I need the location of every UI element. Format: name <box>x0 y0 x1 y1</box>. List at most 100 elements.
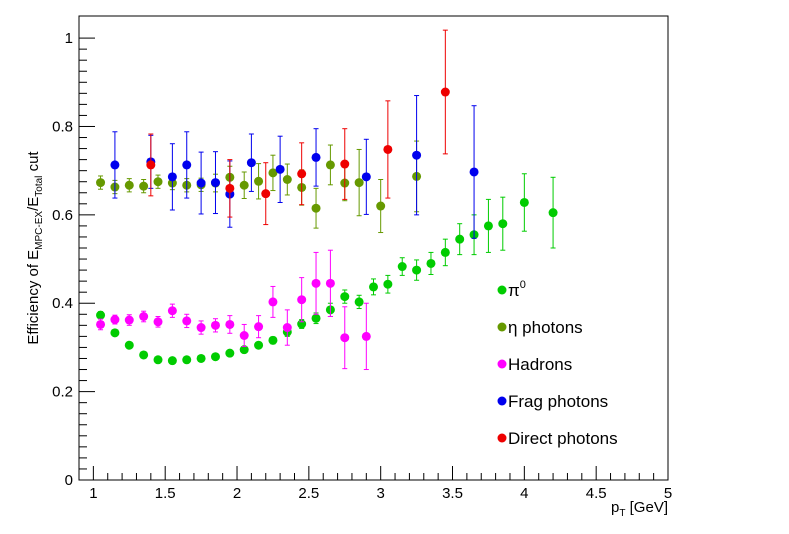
x-axis-title: pT [GeV] <box>611 499 668 519</box>
y-tick-label: 0 <box>65 472 73 489</box>
data-point <box>196 353 206 363</box>
series-hadrons <box>96 249 371 371</box>
data-point <box>153 355 163 365</box>
y-tick-label: 1 <box>65 30 73 47</box>
data-point <box>261 189 271 199</box>
data-point <box>182 160 192 170</box>
data-point <box>268 168 278 178</box>
data-point <box>196 323 206 333</box>
data-point <box>254 322 264 332</box>
data-point <box>225 319 235 329</box>
data-point <box>110 328 120 338</box>
legend-marker <box>497 322 507 332</box>
data-point <box>210 352 220 362</box>
data-point <box>225 183 235 193</box>
data-point <box>498 219 508 229</box>
data-point <box>167 306 177 316</box>
data-point <box>383 279 393 289</box>
data-point <box>412 265 422 275</box>
data-point <box>225 348 235 358</box>
data-point <box>153 317 163 327</box>
y-tick-label: 0.8 <box>52 118 73 135</box>
data-point <box>483 221 493 231</box>
data-series <box>96 29 558 371</box>
data-point <box>369 282 378 292</box>
data-point <box>96 319 106 329</box>
x-tick-label: 1 <box>89 485 97 502</box>
data-point <box>124 315 134 325</box>
data-point <box>311 313 321 323</box>
legend-marker <box>497 359 507 369</box>
data-point <box>268 297 278 307</box>
x-tick-label: 4 <box>520 485 528 502</box>
data-point <box>282 323 292 333</box>
data-point <box>167 172 177 182</box>
data-point <box>268 335 278 345</box>
data-point <box>548 208 558 218</box>
legend-marker <box>497 285 507 295</box>
data-point <box>440 247 450 257</box>
data-point <box>297 169 307 179</box>
data-point <box>440 87 450 97</box>
data-point <box>325 278 335 288</box>
data-point <box>96 310 106 320</box>
data-point <box>146 160 156 170</box>
legend-label: Frag photons <box>508 392 608 411</box>
data-point <box>397 262 407 272</box>
legend-marker <box>497 396 507 406</box>
data-point <box>196 178 206 188</box>
data-point <box>182 355 192 365</box>
data-point <box>139 350 149 360</box>
series--photons <box>96 140 422 234</box>
data-point <box>239 345 249 355</box>
x-tick-label: 4.5 <box>586 485 607 502</box>
y-tick-label: 0.6 <box>52 207 73 224</box>
series-direct-photons <box>146 29 450 226</box>
series-frag-photons <box>110 95 479 239</box>
data-point <box>311 152 321 162</box>
data-point <box>383 144 393 154</box>
data-point <box>340 159 350 169</box>
data-point <box>426 258 436 268</box>
x-tick-label: 3.5 <box>442 485 463 502</box>
data-point <box>167 356 177 366</box>
data-point <box>110 315 120 325</box>
data-point <box>124 340 134 350</box>
data-point <box>354 297 364 307</box>
data-point <box>376 201 386 211</box>
data-point <box>239 330 249 340</box>
data-point <box>275 164 285 174</box>
data-point <box>311 278 321 288</box>
data-point <box>139 181 149 191</box>
data-point <box>182 316 192 326</box>
y-axis-title: Efficiency of EMPC-EX/ETotal cut <box>25 151 45 345</box>
x-tick-label: 2.5 <box>298 485 319 502</box>
data-point <box>124 180 134 190</box>
data-point <box>469 167 479 177</box>
data-point <box>96 178 106 188</box>
data-point <box>354 178 364 188</box>
data-point <box>297 295 307 305</box>
data-point <box>282 175 292 185</box>
legend-marker <box>497 433 507 443</box>
data-point <box>325 160 335 170</box>
x-axis: 1 1.5 2 2.5 3 3.5 4 4.5 5 <box>89 466 672 502</box>
series-- <box>96 173 558 366</box>
y-tick-label: 0.4 <box>52 295 73 312</box>
legend-label: Direct photons <box>508 429 618 448</box>
data-point <box>254 176 264 186</box>
data-point <box>361 172 371 182</box>
data-point <box>210 178 220 188</box>
x-tick-label: 1.5 <box>155 485 176 502</box>
data-point <box>110 160 120 170</box>
data-point <box>246 158 256 168</box>
data-point <box>153 177 163 187</box>
data-point <box>311 203 321 213</box>
x-tick-label: 2 <box>233 485 241 502</box>
data-point <box>340 292 350 302</box>
legend-label: Hadrons <box>508 355 572 374</box>
y-tick-label: 0.2 <box>52 384 73 401</box>
data-point <box>254 340 264 350</box>
x-tick-label: 3 <box>377 485 385 502</box>
data-point <box>139 311 149 321</box>
